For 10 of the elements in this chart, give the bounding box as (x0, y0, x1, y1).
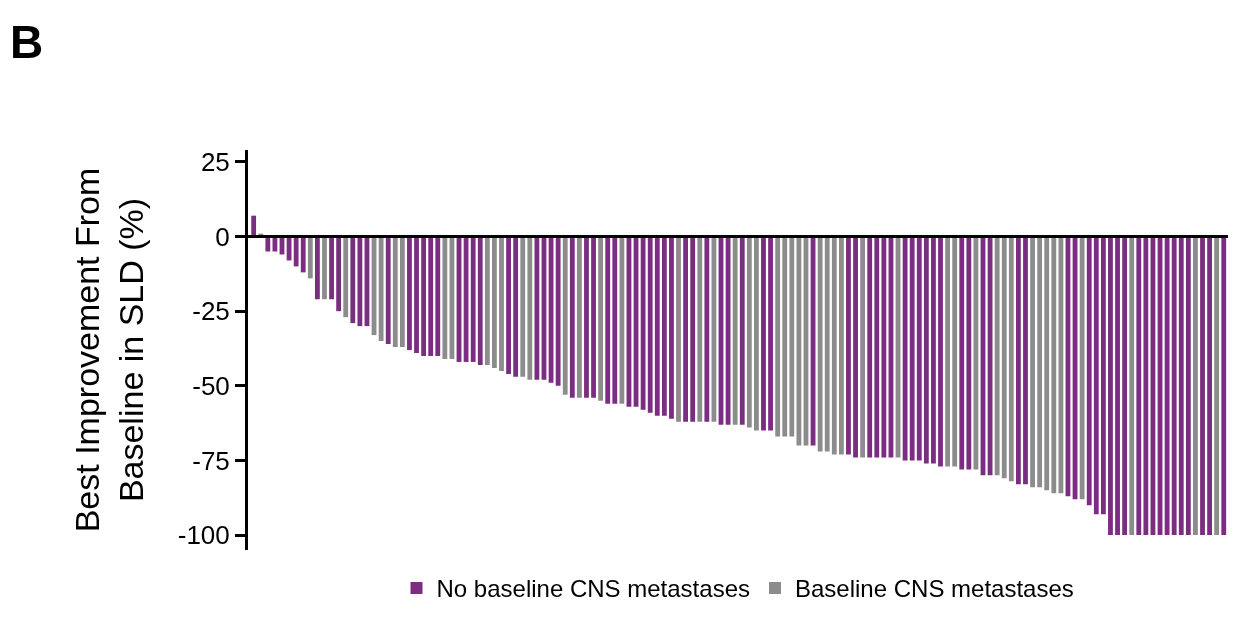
chart-title: B (10, 16, 44, 68)
y-tick-label: -50 (192, 370, 230, 401)
y-tick-label: -100 (177, 520, 230, 551)
y-tick-label: -25 (192, 296, 230, 327)
legend-label: Baseline CNS metastases (794, 575, 1074, 603)
y-axis-title: Best Improvement From Baseline in SLD (%) (68, 167, 151, 533)
legend-label: No baseline CNS metastases (436, 575, 750, 603)
y-tick-label: 25 (200, 147, 230, 178)
y-tick-label: -75 (192, 445, 230, 476)
y-tick-label: 0 (215, 221, 230, 252)
